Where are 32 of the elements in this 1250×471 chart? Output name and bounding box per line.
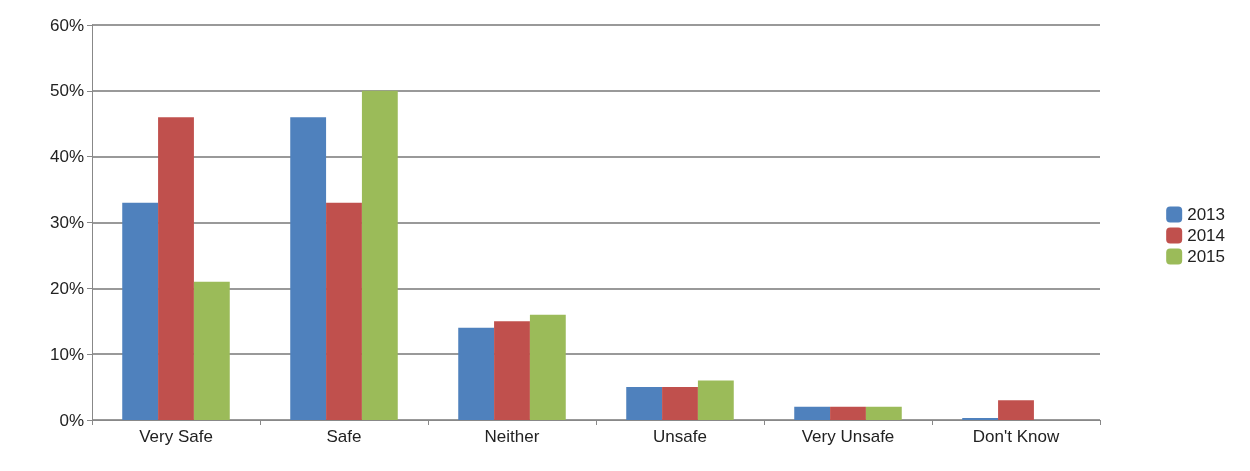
legend-label: 2015 — [1187, 247, 1226, 266]
x-tick-label: Very Unsafe — [801, 427, 895, 446]
x-tick-label: Unsafe — [653, 427, 707, 446]
bar — [494, 321, 530, 420]
y-tick-label: 0% — [59, 410, 84, 430]
y-tick-label: 60% — [49, 15, 84, 35]
bar — [865, 406, 902, 420]
bar — [326, 202, 362, 420]
y-tick-label: 50% — [49, 81, 84, 101]
bar — [529, 314, 566, 420]
bar — [998, 400, 1034, 420]
bar — [122, 202, 159, 420]
legend-label: 2013 — [1187, 205, 1226, 224]
y-tick-label: 30% — [49, 213, 84, 232]
x-tick-label: Neither — [484, 427, 540, 446]
bar — [290, 117, 327, 420]
x-tick-label: Safe — [326, 427, 362, 446]
bar — [626, 387, 663, 420]
x-tick-label: Don't Know — [972, 427, 1060, 446]
y-tick-label: 40% — [49, 147, 84, 167]
legend-label: 2014 — [1187, 226, 1226, 245]
bar — [361, 90, 398, 420]
bar — [662, 387, 698, 420]
bar — [794, 406, 831, 420]
bar — [830, 406, 866, 420]
bar — [193, 281, 230, 420]
bar — [697, 380, 734, 420]
x-tick-label: Very Safe — [139, 427, 213, 446]
y-tick-label: 20% — [49, 278, 84, 298]
bar — [158, 117, 194, 420]
y-tick-label: 10% — [49, 344, 84, 364]
bar — [458, 327, 495, 420]
